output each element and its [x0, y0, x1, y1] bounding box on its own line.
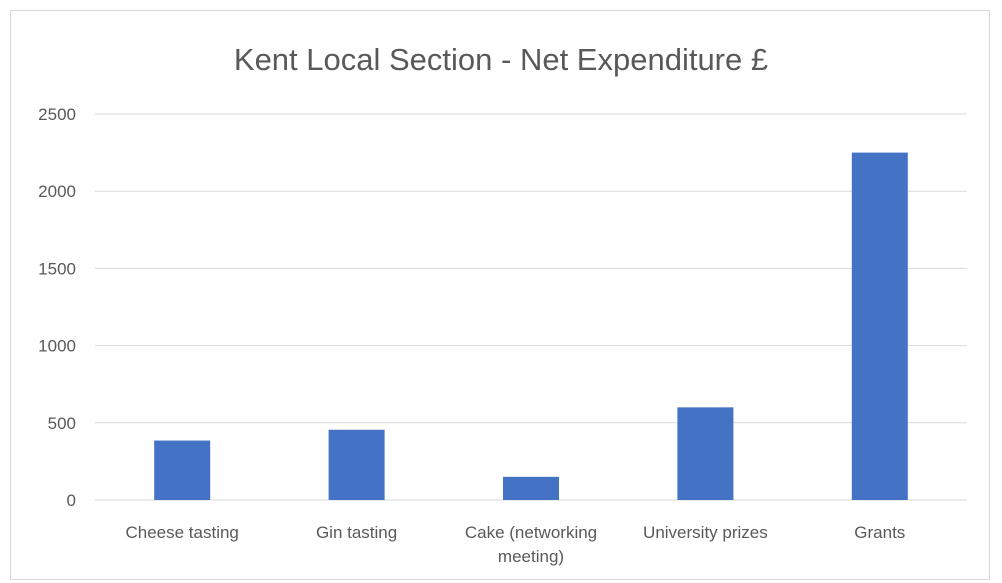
bar — [677, 407, 734, 500]
y-tick-label: 2500 — [38, 105, 76, 124]
bar — [328, 429, 385, 500]
gridlines — [95, 113, 967, 501]
x-tick-label: Cheese tasting — [125, 523, 238, 542]
y-tick-label: 0 — [67, 491, 76, 510]
x-tick-label: Cake (networking — [465, 523, 597, 542]
y-tick-label: 2000 — [38, 182, 76, 201]
x-tick-label: Grants — [854, 523, 905, 542]
chart-title: Kent Local Section - Net Expenditure £ — [234, 42, 768, 77]
y-axis-tick-labels: 0 500 1000 1500 2000 2500 — [38, 105, 76, 510]
x-tick-label: University prizes — [643, 523, 768, 542]
bar — [851, 152, 908, 500]
x-tick-label: Gin tasting — [316, 523, 397, 542]
y-tick-label: 500 — [48, 414, 76, 433]
x-axis-tick-labels: Cheese tasting Gin tasting Cake (networkin… — [125, 523, 905, 566]
y-tick-label: 1500 — [38, 259, 76, 278]
bars — [154, 152, 908, 500]
y-tick-label: 1000 — [38, 337, 76, 356]
bar — [154, 440, 211, 500]
bar — [503, 476, 559, 500]
x-tick-label: meeting) — [498, 547, 564, 566]
